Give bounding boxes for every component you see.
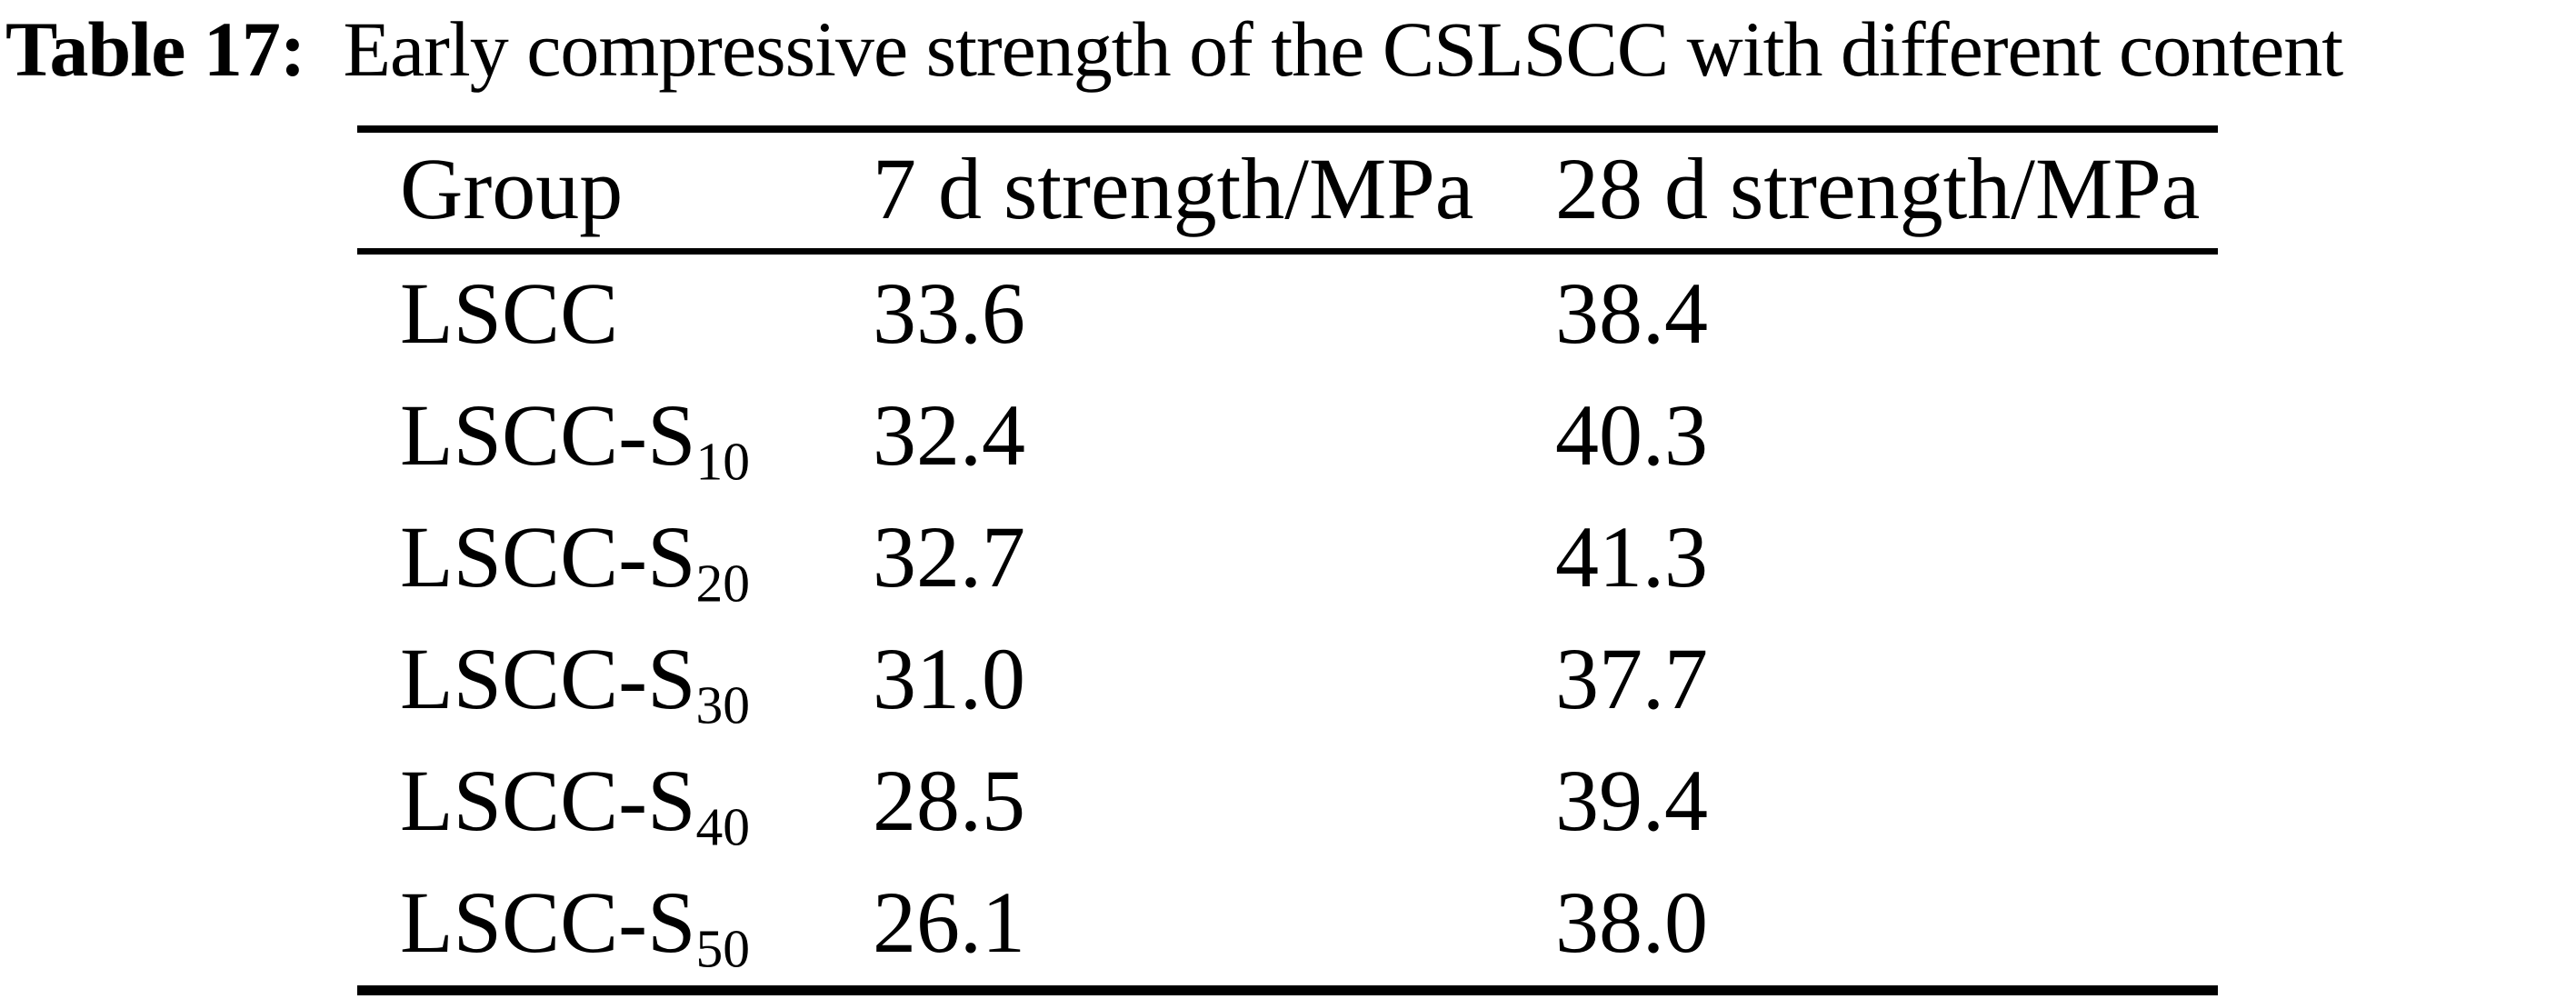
- group-cell: LSCC-S50: [400, 879, 750, 976]
- strength-28d-cell: 41.3: [1555, 508, 1708, 606]
- group-cell: LSCC-S30: [400, 635, 750, 733]
- table-row: LSCC-S50 26.1 38.0: [357, 864, 2218, 985]
- data-table: Group 7 d strength/MPa 28 d strength/MPa…: [357, 125, 2218, 995]
- group-subscript: 20: [695, 553, 750, 614]
- strength-7d-cell: 31.0: [873, 630, 1025, 728]
- table-row: LSCC-S40 28.5 39.4: [357, 742, 2218, 864]
- strength-28d-cell: 40.3: [1555, 386, 1708, 485]
- table-row: LSCC-S30 31.0 37.7: [357, 620, 2218, 742]
- group-name: LSCC-S: [400, 508, 696, 606]
- group-cell: LSCC-S10: [400, 392, 750, 489]
- column-header-group: Group: [400, 139, 624, 237]
- group-cell: LSCC-S20: [400, 514, 750, 611]
- group-subscript: 10: [695, 431, 750, 492]
- strength-7d-cell: 33.6: [873, 265, 1025, 363]
- table-header-row: Group 7 d strength/MPa 28 d strength/MPa: [357, 133, 2218, 255]
- strength-7d-cell: 26.1: [873, 874, 1025, 972]
- column-header-7d-strength: 7 d strength/MPa: [873, 139, 1474, 237]
- group-name: LSCC-S: [400, 874, 696, 972]
- table-row: LSCC-S20 32.7 41.3: [357, 498, 2218, 620]
- group-subscript: 40: [695, 796, 750, 857]
- group-subscript: 30: [695, 674, 750, 735]
- strength-28d-cell: 37.7: [1555, 630, 1708, 728]
- table-caption-number: Table 17:: [5, 5, 305, 93]
- column-header-28d-strength: 28 d strength/MPa: [1555, 139, 2201, 237]
- strength-28d-cell: 38.0: [1555, 874, 1708, 972]
- group-name: LSCC: [400, 265, 619, 363]
- table-row: LSCC 33.6 38.4: [357, 255, 2218, 376]
- group-name: LSCC-S: [400, 752, 696, 850]
- group-name: LSCC-S: [400, 386, 696, 485]
- strength-7d-cell: 32.4: [873, 386, 1025, 485]
- table-caption-text: Early compressive strength of the CSLSCC…: [343, 5, 2344, 93]
- strength-28d-cell: 39.4: [1555, 752, 1708, 850]
- table-row: LSCC-S10 32.4 40.3: [357, 376, 2218, 498]
- group-subscript: 50: [695, 918, 750, 979]
- group-cell: LSCC-S40: [400, 757, 750, 854]
- strength-28d-cell: 38.4: [1555, 265, 1708, 363]
- strength-7d-cell: 28.5: [873, 752, 1025, 850]
- strength-7d-cell: 32.7: [873, 508, 1025, 606]
- table-caption: Table 17: Early compressive strength of t…: [5, 4, 2344, 95]
- group-cell: LSCC: [400, 270, 618, 357]
- group-name: LSCC-S: [400, 630, 696, 728]
